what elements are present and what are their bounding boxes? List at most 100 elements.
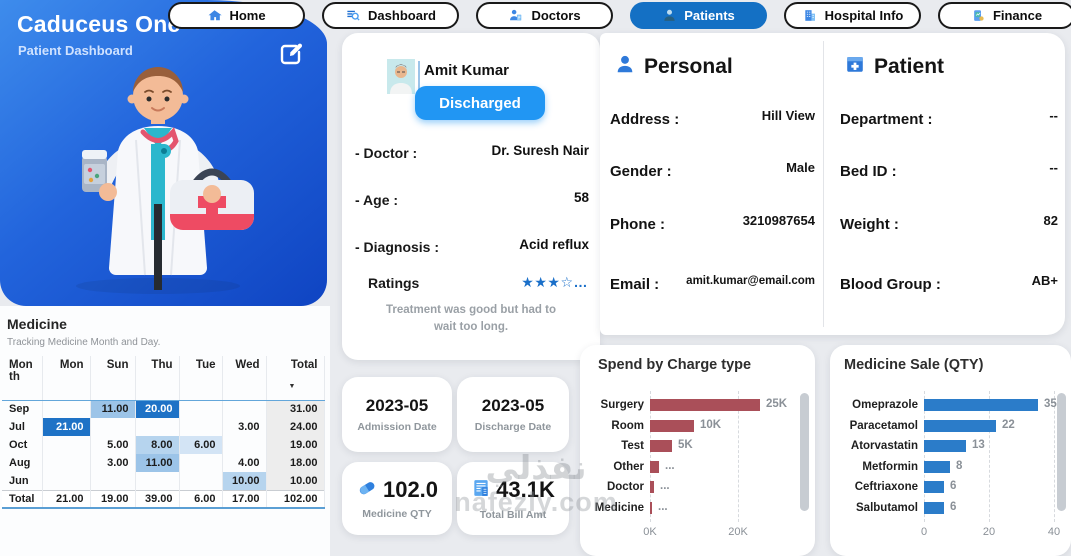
top-navigation: Home Dashboard Doctors Patients Hospital Inf… xyxy=(168,2,1071,29)
chart-row-other: Other... xyxy=(592,457,800,478)
column-header-wed[interactable]: Wed xyxy=(222,356,267,401)
spend-by-charge-type-chart: Spend by Charge type Surgery 25K Room 10K Te… xyxy=(580,345,815,556)
bar-omeprazole[interactable] xyxy=(924,399,1038,411)
axis-tick-label: 40 xyxy=(1047,526,1061,538)
patient-review-text: Treatment was good but had to wait too l… xyxy=(386,304,556,333)
nav-tab-label: Finance xyxy=(992,8,1043,23)
nav-tab-patients[interactable]: Patients xyxy=(630,2,767,29)
table-row-total: Total 21.00 19.00 39.00 6.00 17.00 102.00 xyxy=(2,489,325,509)
chart-row-test: Test 5K xyxy=(592,436,800,457)
spend-chart-scrollbar[interactable] xyxy=(800,393,809,511)
edit-button[interactable] xyxy=(273,38,307,72)
chart-row-paracetamol: Paracetamol 22 xyxy=(836,416,1061,437)
column-header-mon[interactable]: Mon xyxy=(42,356,91,401)
row-total-cell: 24.00 xyxy=(266,418,325,436)
sale-chart-plot: Omeprazole 35 Paracetamol 22 Atorvastatin 13 M… xyxy=(836,391,1061,538)
diagnosis-value: Acid reflux xyxy=(519,237,589,252)
department-value: -- xyxy=(1049,108,1058,123)
medicine-qty-label: Medicine QTY xyxy=(362,508,432,520)
sale-chart-title: Medicine Sale (QTY) xyxy=(844,357,984,373)
column-header-sun[interactable]: Sun xyxy=(90,356,136,401)
patients-icon xyxy=(662,8,677,23)
discharge-date-value: 2023-05 xyxy=(481,396,545,415)
medicine-qty-value: 102.0 xyxy=(382,477,439,502)
value-label: 6 xyxy=(950,480,957,492)
pill-icon xyxy=(356,478,378,503)
axis-tick-label: 20K xyxy=(728,526,748,538)
category-label: Salbutamol xyxy=(856,501,918,514)
table-cell xyxy=(42,472,91,490)
finance-icon xyxy=(971,8,986,23)
chart-row-salbutamol: Salbutamol 6 xyxy=(836,498,1061,519)
nav-tab-hospital-info[interactable]: Hospital Info xyxy=(784,2,921,29)
table-cell xyxy=(42,454,91,472)
chart-row-omeprazole: Omeprazole 35 xyxy=(836,395,1061,416)
person-icon xyxy=(614,53,636,81)
nav-tab-doctors[interactable]: Doctors xyxy=(476,2,613,29)
category-label: Metformin xyxy=(862,460,918,473)
column-header-tue[interactable]: Tue xyxy=(179,356,223,401)
edit-pencil-icon xyxy=(274,43,306,73)
column-header-month[interactable]: Month xyxy=(2,356,43,401)
category-label: Omeprazole xyxy=(852,399,918,412)
category-label: Other xyxy=(613,460,644,473)
category-label: Ceftriaxone xyxy=(854,481,918,494)
chart-row-atorvastatin: Atorvastatin 13 xyxy=(836,436,1061,457)
table-row-sep: Sep 11.00 20.00 31.00 xyxy=(2,400,325,418)
chart-row-medicine: Medicine... xyxy=(592,498,800,519)
table-cell: 11.00 xyxy=(135,454,180,472)
table-cell: 21.00 xyxy=(42,418,91,436)
status-badge-discharged[interactable]: Discharged xyxy=(415,86,545,120)
bar-ceftriaxone[interactable] xyxy=(924,481,944,493)
home-icon xyxy=(207,8,223,23)
ratings-label: Ratings xyxy=(368,275,420,291)
column-header-total[interactable]: Total ▼ xyxy=(266,356,325,401)
table-row-aug: Aug 3.00 11.00 4.00 18.00 xyxy=(2,454,325,472)
patient-name: Amit Kumar xyxy=(424,62,510,79)
category-label: Doctor xyxy=(606,481,644,494)
nav-tab-label: Home xyxy=(229,8,266,23)
doctor-illustration xyxy=(76,67,254,294)
bar-metformin[interactable] xyxy=(924,460,950,473)
row-header: Jul xyxy=(2,418,43,436)
bar-room[interactable] xyxy=(650,419,694,432)
sort-desc-icon: ▼ xyxy=(288,383,296,390)
bar-atorvastatin[interactable] xyxy=(924,440,966,452)
category-label: Paracetamol xyxy=(849,419,918,432)
medicine-section-title: Medicine xyxy=(7,316,67,332)
bar-paracetamol[interactable] xyxy=(924,419,996,432)
value-label: 5K xyxy=(678,439,693,451)
table-cell xyxy=(179,400,223,418)
column-header-thu[interactable]: Thu xyxy=(135,356,180,401)
weight-row: Weight : 82 xyxy=(840,213,1058,233)
phone-row: Phone : 3210987654 xyxy=(610,213,815,233)
medicine-table-panel: Medicine Tracking Medicine Month and Day… xyxy=(0,306,330,556)
nav-tab-dashboard[interactable]: Dashboard xyxy=(322,2,459,29)
sale-chart-scrollbar[interactable] xyxy=(1057,393,1066,511)
doctor-value: Dr. Suresh Nair xyxy=(491,143,589,158)
chart-row-surgery: Surgery 25K xyxy=(592,395,800,416)
table-cell: 6.00 xyxy=(179,436,223,454)
table-cell: 4.00 xyxy=(222,454,267,472)
app-title: Caduceus One xyxy=(17,11,181,37)
table-cell: 10.00 xyxy=(222,472,267,490)
row-header: Jun xyxy=(2,472,43,490)
bar-surgery[interactable] xyxy=(650,399,760,411)
blood-group-row: Blood Group : AB+ xyxy=(840,273,1058,293)
value-label: ... xyxy=(660,480,670,492)
row-header: Total xyxy=(2,489,43,509)
patient-summary-card: Amit Kumar Discharged - Doctor : Dr. Sur… xyxy=(342,33,600,360)
bar-other[interactable] xyxy=(650,460,659,473)
row-header: Oct xyxy=(2,436,43,454)
table-cell: 3.00 xyxy=(222,418,267,436)
bar-test[interactable] xyxy=(650,440,672,452)
medicine-sale-qty-chart: Medicine Sale (QTY) Omeprazole 35 Paraceta… xyxy=(830,345,1071,556)
bar-medicine[interactable] xyxy=(650,501,652,514)
nav-tab-home[interactable]: Home xyxy=(168,2,305,29)
bar-salbutamol[interactable] xyxy=(924,501,944,514)
bar-doctor[interactable] xyxy=(650,481,654,493)
table-cell: 39.00 xyxy=(135,489,180,509)
email-row: Email : amit.kumar@email.com xyxy=(610,275,815,293)
table-cell xyxy=(179,472,223,490)
nav-tab-finance[interactable]: Finance xyxy=(938,2,1071,29)
